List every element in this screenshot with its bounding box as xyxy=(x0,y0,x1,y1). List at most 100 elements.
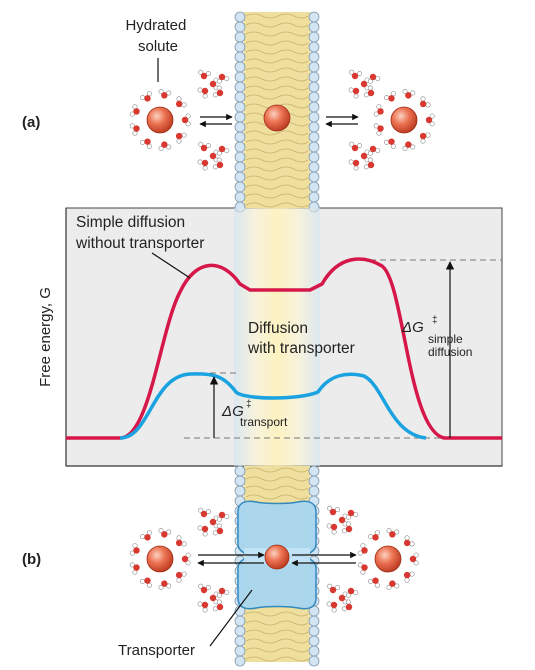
lipid-head-icon xyxy=(308,625,320,637)
lipid-head-icon xyxy=(308,655,320,667)
water-molecule-icon xyxy=(197,159,209,171)
water-molecule-icon xyxy=(181,113,191,127)
water-molecule-icon xyxy=(212,157,224,170)
water-molecule-icon xyxy=(348,87,360,99)
lipid-head-icon xyxy=(308,61,320,73)
water-molecule-icon xyxy=(345,509,359,520)
water-molecule-icon xyxy=(129,123,140,136)
y-axis-label: Free energy, G xyxy=(37,287,54,387)
water-molecule-icon xyxy=(327,505,340,516)
water-molecule-icon xyxy=(209,515,219,529)
panel-a-label: (a) xyxy=(22,114,40,131)
lipid-head-icon xyxy=(234,475,246,487)
water-molecule-icon xyxy=(129,543,140,556)
water-molecule-icon xyxy=(363,85,375,98)
solute-sphere-icon xyxy=(146,545,174,573)
water-molecule-icon xyxy=(158,528,172,538)
water-molecule-icon xyxy=(419,96,431,108)
water-molecule-icon xyxy=(338,591,348,605)
water-molecule-icon xyxy=(341,599,353,612)
water-molecule-icon xyxy=(403,571,415,583)
water-molecule-icon xyxy=(403,535,415,547)
water-molecule-icon xyxy=(197,525,209,537)
water-molecule-icon xyxy=(425,113,435,127)
water-molecule-icon xyxy=(181,552,191,566)
water-molecule-icon xyxy=(367,73,381,84)
simple-diffusion-pointer xyxy=(151,252,191,279)
water-molecule-icon xyxy=(327,583,340,594)
lipid-head-icon xyxy=(308,31,320,43)
lipid-head-icon xyxy=(234,41,246,53)
lipid-head-icon xyxy=(308,191,320,203)
hydrated-solute-label: Hydrated solute xyxy=(125,17,190,55)
svg-text:diffusion: diffusion xyxy=(428,345,472,359)
water-molecule-icon xyxy=(158,89,172,99)
lipid-head-icon xyxy=(234,655,246,667)
delta-g-transport-label: ΔG ‡ transport xyxy=(221,399,288,429)
lipid-head-icon xyxy=(234,91,246,103)
lipid-head-icon xyxy=(234,31,246,43)
lipid-head-icon xyxy=(234,141,246,153)
svg-text:simple: simple xyxy=(428,332,463,346)
water-molecule-icon xyxy=(326,601,338,613)
water-molecule-icon xyxy=(198,141,211,152)
water-molecule-icon xyxy=(212,85,224,98)
water-molecule-icon xyxy=(386,528,400,538)
membrane-glow-band xyxy=(234,208,320,466)
lipid-head-icon xyxy=(308,81,320,93)
water-molecule-icon xyxy=(212,599,224,612)
lipid-head-icon xyxy=(308,131,320,143)
lipid-head-icon xyxy=(234,101,246,113)
equilibrium-arrows-icon xyxy=(197,113,359,567)
water-molecule-icon xyxy=(140,577,152,588)
lipid-head-icon xyxy=(234,161,246,173)
lipid-head-icon xyxy=(234,11,246,23)
transporter-label: Transporter xyxy=(118,642,195,659)
svg-text:‡: ‡ xyxy=(432,315,438,326)
lipid-head-icon xyxy=(308,485,320,497)
lipid-head-icon xyxy=(308,181,320,193)
lipid-head-icon xyxy=(234,485,246,497)
water-molecule-icon xyxy=(357,543,368,556)
water-molecule-icon xyxy=(129,104,140,117)
lipid-head-icon xyxy=(234,151,246,163)
water-molecule-icon xyxy=(197,601,209,613)
water-molecule-icon xyxy=(357,562,368,575)
lipid-head-icon xyxy=(308,465,320,477)
lipid-head-icon xyxy=(308,161,320,173)
lipid-head-icon xyxy=(308,615,320,627)
lipid-head-icon xyxy=(308,21,320,33)
water-molecule-icon xyxy=(198,507,211,518)
delta-g-simple-label: ΔG ‡ simple diffusion xyxy=(401,315,472,359)
lipid-head-icon xyxy=(308,111,320,123)
solute-sphere-icon xyxy=(146,106,174,134)
solute-sphere-icon xyxy=(390,106,418,134)
lipid-head-icon xyxy=(234,131,246,143)
lipid-head-icon xyxy=(234,191,246,203)
water-molecule-icon xyxy=(368,577,380,588)
lipid-head-icon xyxy=(234,111,246,123)
water-molecule-icon xyxy=(158,141,172,151)
membrane-top xyxy=(234,11,320,213)
water-molecule-icon xyxy=(349,141,362,152)
water-molecule-icon xyxy=(158,580,172,590)
water-molecule-icon xyxy=(216,73,230,84)
solute-sphere-icon xyxy=(263,104,291,132)
panel-b-label: (b) xyxy=(22,551,41,568)
lipid-head-icon xyxy=(308,121,320,133)
transporter-protein-icon xyxy=(237,500,317,610)
water-molecule-icon xyxy=(175,571,187,583)
lipid-head-icon xyxy=(234,645,246,657)
lipid-head-icon xyxy=(234,51,246,63)
transporter-diffusion-curve xyxy=(119,372,427,440)
water-molecule-icon xyxy=(419,132,431,144)
lipid-head-icon xyxy=(234,21,246,33)
lipid-head-icon xyxy=(234,81,246,93)
water-molecule-icon xyxy=(216,145,230,156)
lipid-head-icon xyxy=(308,635,320,647)
solute-sphere-icon xyxy=(264,544,290,570)
water-molecule-icon xyxy=(384,91,396,102)
water-molecule-icon xyxy=(349,69,362,80)
lipid-head-icon xyxy=(234,615,246,627)
